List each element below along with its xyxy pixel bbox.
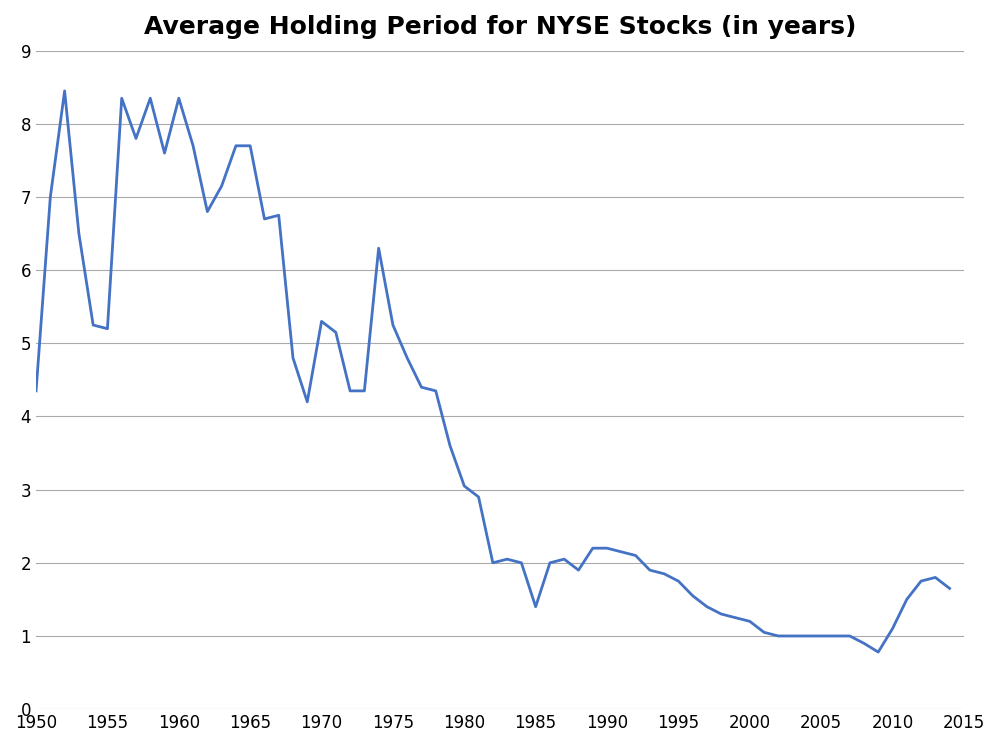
Title: Average Holding Period for NYSE Stocks (in years): Average Holding Period for NYSE Stocks (… [144,15,856,39]
